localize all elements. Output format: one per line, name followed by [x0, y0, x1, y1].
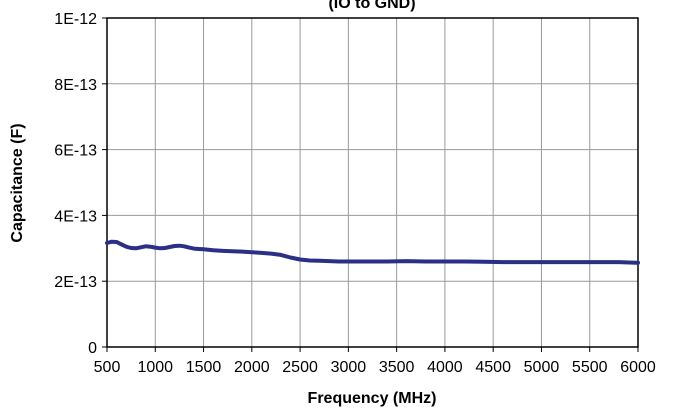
grid	[106, 17, 639, 348]
series-lines	[105, 239, 640, 265]
x-tick-label: 4000	[427, 359, 463, 376]
x-tick-label: 3000	[331, 359, 367, 376]
series-line	[105, 239, 640, 265]
y-tick-label: 0	[88, 340, 97, 357]
plot-frame	[106, 17, 639, 348]
x-tick-label: 5500	[572, 359, 608, 376]
y-tick-label: 4E-13	[54, 208, 97, 225]
y-tick-label: 8E-13	[54, 77, 97, 94]
x-axis-ticks: 500 1000 1500 2000 2500 3000 3500 4000 4500 5000 5…	[94, 347, 656, 376]
y-axis-ticks: 0 2E-13 4E-13 6E-13 8E-13 1E-12	[54, 11, 107, 357]
x-tick-label: 2000	[234, 359, 270, 376]
y-tick-label: 6E-13	[54, 143, 97, 160]
y-tick-label: 2E-13	[54, 274, 97, 291]
chart-title: (IO to GND)	[328, 0, 415, 12]
x-tick-label: 1000	[137, 359, 173, 376]
x-tick-label: 1500	[186, 359, 222, 376]
x-tick-label: 2500	[282, 359, 318, 376]
y-tick-label: 1E-12	[54, 11, 97, 28]
x-tick-label: 3500	[379, 359, 415, 376]
y-axis-title: Capacitance (F)	[9, 123, 26, 242]
x-tick-label: 5000	[524, 359, 560, 376]
x-tick-label: 6000	[620, 359, 656, 376]
x-tick-label: 4500	[475, 359, 511, 376]
x-axis-title: Frequency (MHz)	[308, 390, 437, 407]
x-tick-label: 500	[94, 359, 121, 376]
